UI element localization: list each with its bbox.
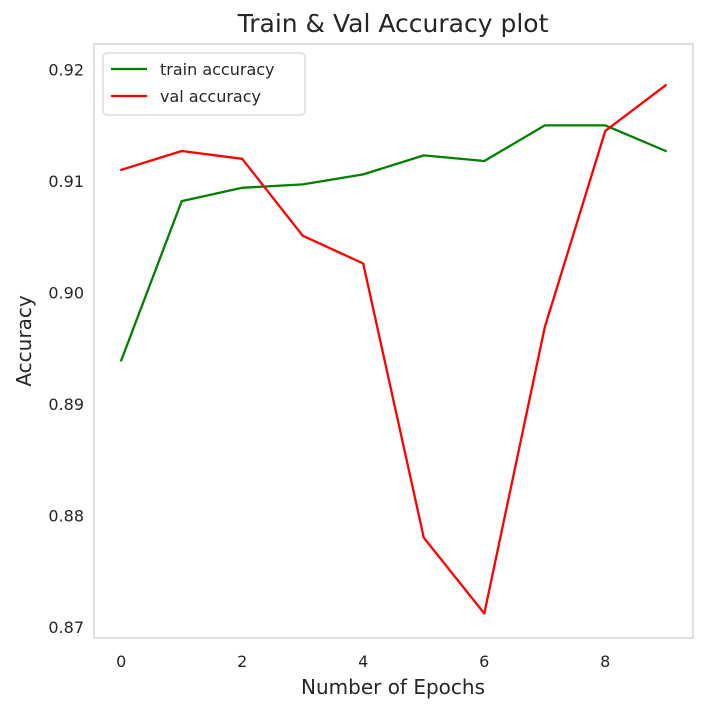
x-axis-ticks: 0 2 4 6 8 [116,652,610,671]
y-tick-label: 0.90 [48,284,84,303]
y-tick-label: 0.88 [48,506,84,525]
y-tick-label: 0.87 [48,618,84,637]
x-tick-label: 4 [358,652,368,671]
y-tick-label: 0.92 [48,61,84,80]
series-line-val [120,84,667,615]
y-tick-label: 0.89 [48,395,84,414]
series-line-train [120,124,667,362]
legend-box [102,52,306,116]
x-tick-label: 0 [116,652,126,671]
plot-area [93,43,694,639]
x-tick-label: 6 [479,652,489,671]
legend-label: train accuracy [160,60,275,79]
x-axis-label: Number of Epochs [301,675,485,699]
legend-label: val accuracy [160,87,261,106]
x-tick-label: 2 [237,652,247,671]
y-tick-label: 0.91 [48,172,84,191]
y-axis-ticks: 0.87 0.88 0.89 0.90 0.91 0.92 [48,61,84,637]
x-tick-label: 8 [600,652,610,671]
series-lines [120,84,667,615]
legend: train accuracy val accuracy [102,52,306,116]
chart-title: Train & Val Accuracy plot [237,9,549,38]
y-axis-label: Accuracy [12,295,36,386]
